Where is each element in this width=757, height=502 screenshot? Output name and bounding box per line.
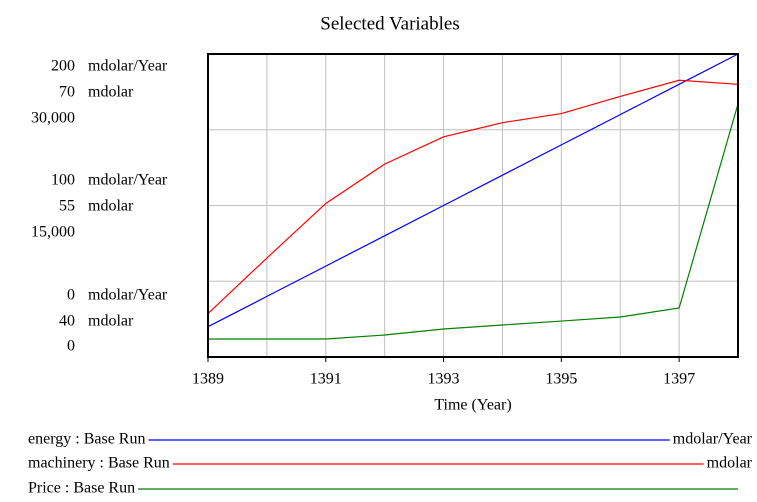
x-tick-label: 1393 xyxy=(428,371,460,388)
y-tick-unit: mdolar/Year xyxy=(88,58,168,75)
y-tick-label: 0 xyxy=(67,287,75,304)
y-tick-label: 200 xyxy=(51,58,75,75)
y-tick-unit: mdolar xyxy=(88,84,134,101)
series-line xyxy=(207,53,739,328)
x-tick-label: 1395 xyxy=(545,371,577,388)
series-line xyxy=(207,79,739,315)
y-tick-unit: mdolar xyxy=(88,198,134,215)
y-tick-label: 0 xyxy=(67,338,75,355)
legend-label: energy : Base Run xyxy=(28,431,145,448)
legend-unit: mdolar xyxy=(707,455,753,472)
x-tick-label: 1389 xyxy=(192,371,224,388)
y-tick-label: 15,000 xyxy=(31,224,75,241)
legend-unit: mdolar/Year xyxy=(673,431,753,448)
legend-label: Price : Base Run xyxy=(28,480,135,497)
x-tick-label: 1397 xyxy=(663,371,695,388)
series-line xyxy=(208,103,739,340)
y-tick-label: 55 xyxy=(59,198,75,215)
y-tick-label: 70 xyxy=(59,84,75,101)
y-tick-unit: mdolar/Year xyxy=(88,287,168,304)
plot-frame xyxy=(207,53,739,358)
y-tick-label: 30,000 xyxy=(31,110,75,127)
y-tick-label: 40 xyxy=(59,313,75,330)
chart-title: Selected Variables xyxy=(320,13,459,34)
x-tick-label: 1391 xyxy=(310,371,342,388)
y-tick-unit: mdolar xyxy=(88,313,134,330)
legend-label: machinery : Base Run xyxy=(28,455,170,472)
x-axis-label: Time (Year) xyxy=(434,397,511,414)
y-tick-label: 100 xyxy=(51,172,75,189)
y-tick-unit: mdolar/Year xyxy=(88,172,168,189)
